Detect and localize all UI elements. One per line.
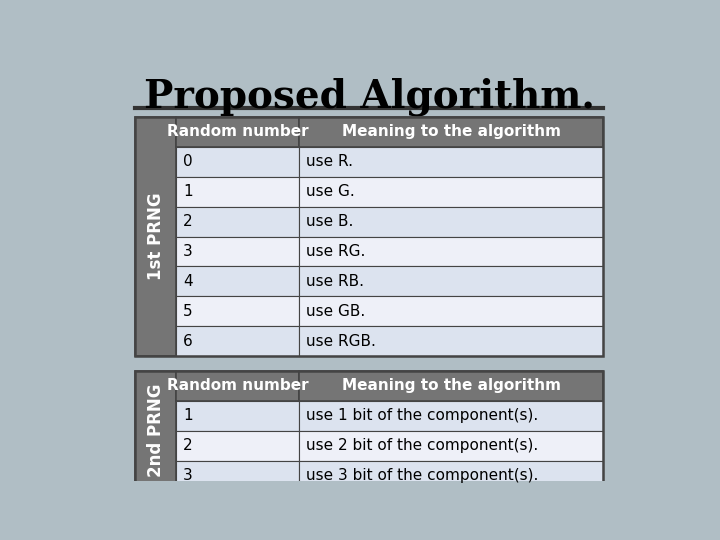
Bar bbox=[300, 326, 603, 356]
Bar bbox=[135, 117, 603, 356]
Text: use R.: use R. bbox=[306, 154, 353, 169]
Text: Random number: Random number bbox=[167, 124, 309, 139]
Text: 3: 3 bbox=[183, 244, 193, 259]
Text: use GB.: use GB. bbox=[306, 304, 365, 319]
Bar bbox=[176, 401, 300, 431]
Text: Meaning to the algorithm: Meaning to the algorithm bbox=[342, 124, 561, 139]
Text: 1: 1 bbox=[183, 408, 193, 423]
Text: Proposed Algorithm.: Proposed Algorithm. bbox=[143, 77, 595, 116]
Bar bbox=[300, 177, 603, 207]
Bar bbox=[300, 237, 603, 266]
Bar bbox=[176, 117, 300, 147]
Text: use G.: use G. bbox=[306, 184, 355, 199]
Text: 4: 4 bbox=[183, 274, 193, 289]
Text: 2: 2 bbox=[183, 214, 193, 229]
Text: use 1 bit of the component(s).: use 1 bit of the component(s). bbox=[306, 408, 538, 423]
Text: use RGB.: use RGB. bbox=[306, 334, 376, 349]
Text: 2: 2 bbox=[183, 438, 193, 453]
Text: use 2 bit of the component(s).: use 2 bit of the component(s). bbox=[306, 438, 538, 453]
Bar bbox=[176, 296, 300, 326]
Bar bbox=[135, 117, 176, 356]
Bar bbox=[176, 207, 300, 237]
Bar bbox=[176, 237, 300, 266]
Text: use B.: use B. bbox=[306, 214, 354, 229]
Bar bbox=[176, 266, 300, 296]
Bar bbox=[300, 431, 603, 461]
Text: 6: 6 bbox=[183, 334, 193, 349]
Bar bbox=[176, 461, 300, 490]
Text: 5: 5 bbox=[183, 304, 193, 319]
Bar bbox=[300, 147, 603, 177]
Text: 1st PRNG: 1st PRNG bbox=[147, 193, 165, 280]
Text: 0: 0 bbox=[183, 154, 193, 169]
Bar bbox=[135, 371, 603, 490]
Text: 3: 3 bbox=[183, 468, 193, 483]
Bar bbox=[176, 326, 300, 356]
Text: Random number: Random number bbox=[167, 379, 309, 393]
Bar bbox=[300, 266, 603, 296]
Bar bbox=[300, 207, 603, 237]
Bar bbox=[300, 371, 603, 401]
Text: use 3 bit of the component(s).: use 3 bit of the component(s). bbox=[306, 468, 539, 483]
Text: 2nd PRNG: 2nd PRNG bbox=[147, 384, 165, 477]
Text: 1: 1 bbox=[183, 184, 193, 199]
Bar bbox=[176, 177, 300, 207]
Text: Meaning to the algorithm: Meaning to the algorithm bbox=[342, 379, 561, 393]
Bar bbox=[176, 371, 300, 401]
Bar bbox=[300, 117, 603, 147]
Bar bbox=[176, 431, 300, 461]
Bar bbox=[300, 461, 603, 490]
Text: use RB.: use RB. bbox=[306, 274, 364, 289]
Bar bbox=[300, 296, 603, 326]
Bar bbox=[176, 147, 300, 177]
Text: use RG.: use RG. bbox=[306, 244, 365, 259]
Bar bbox=[300, 401, 603, 431]
Bar bbox=[135, 371, 176, 490]
